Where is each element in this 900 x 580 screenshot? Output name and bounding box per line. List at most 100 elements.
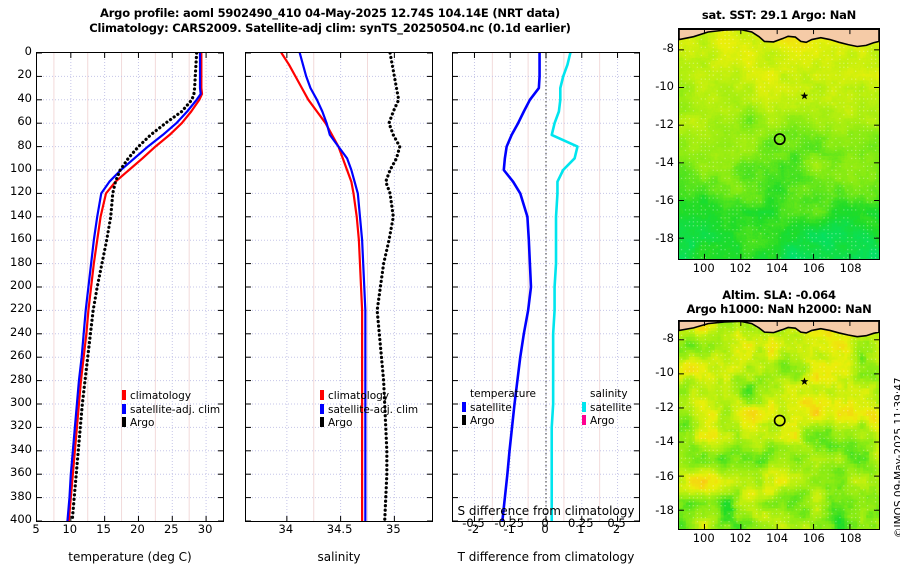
salinity-tick-label: 34 [278, 522, 294, 536]
latitude-tick-label: -10 [655, 78, 674, 93]
sla-map-title: Altim. SLA: -0.064 Argo h1000: NaN h2000… [663, 288, 895, 316]
legend-item: Argo [462, 415, 536, 429]
longitude-tick-label: 106 [802, 261, 825, 275]
difference-legend-temperature-column: temperature satellite Argo [462, 388, 536, 429]
legend-swatch-satellite-adj [122, 403, 126, 414]
argo-position-circle-icon [773, 414, 786, 427]
latitude-tick-label: -12 [655, 399, 674, 414]
legend-swatch-salinity-satellite [582, 401, 586, 412]
latitude-tick-label: -16 [655, 193, 674, 208]
depth-tick-label: 80 [17, 137, 32, 152]
legend-swatch-climatology [320, 390, 324, 400]
imos-credit: ©IMOS 09-May-2025 11:39:47 [893, 377, 900, 538]
longitude-tick-label: 100 [692, 531, 715, 545]
latitude-tick-label: -18 [655, 503, 674, 518]
depth-tick-label: 280 [10, 371, 32, 386]
depth-tick-label: 220 [10, 301, 32, 316]
legend-label: satellite [470, 401, 512, 414]
legend-item: Argo [320, 417, 418, 431]
longitude-tick-label: 104 [766, 531, 789, 545]
longitude-tick-label: 106 [802, 531, 825, 545]
longitude-tick-label: 100 [692, 261, 715, 275]
depth-tick-label: 180 [10, 254, 32, 269]
legend-label: Argo [470, 415, 495, 427]
depth-tick-label: 320 [10, 418, 32, 433]
s-diff-tick-label: 0 [541, 516, 549, 530]
satellite-location-star-icon [800, 91, 809, 100]
depth-tick-label: 20 [17, 67, 32, 82]
longitude-tick-label: 108 [839, 261, 862, 275]
legend-swatch-temperature-argo [462, 415, 466, 425]
latitude-tick-label: -10 [655, 365, 674, 380]
difference-profile-axes [452, 52, 640, 522]
legend-label: Argo [328, 417, 353, 429]
coastline-land [679, 321, 879, 338]
legend-label: satellite-adj. clim [328, 403, 419, 416]
t-diff-tick-label: 2 [612, 522, 621, 536]
s-diff-tick-label: 0.25 [567, 516, 594, 530]
temperature-tick-label: 5 [32, 522, 40, 536]
temperature-tick-label: 15 [96, 522, 111, 536]
temperature-legend: climatology satellite-adj. clim Argo [122, 390, 220, 431]
latitude-tick-label: -14 [655, 434, 674, 449]
temperature-tick-label: 10 [62, 522, 78, 536]
legend-label: Argo [130, 417, 155, 429]
title-line-1: Argo profile: aoml 5902490_410 04-May-20… [100, 6, 560, 20]
salinity-tick-label: 35 [386, 522, 401, 536]
legend-swatch-salinity-argo [582, 415, 586, 425]
argo-position-circle-icon [773, 133, 786, 146]
legend-item: climatology [320, 390, 418, 404]
legend-label: satellite-adj. clim [130, 403, 221, 416]
t-diff-tick-label: 1 [577, 522, 585, 536]
legend-label: Argo [590, 415, 615, 427]
sla-map-overlay [679, 321, 879, 529]
temperature-profile-axes [36, 52, 224, 522]
depth-tick-label: 300 [10, 395, 32, 409]
legend-item: Argo [122, 417, 220, 431]
depth-tick-label: 260 [10, 348, 32, 363]
difference-profile-plot [453, 53, 639, 521]
depth-tick-label: 340 [10, 441, 32, 456]
s-diff-tick-label: 0.5 [607, 516, 626, 530]
legend-swatch-climatology [122, 390, 126, 400]
depth-tick-label: 40 [17, 90, 32, 105]
sla-map-title-line-2: Argo h1000: NaN h2000: NaN [686, 302, 872, 316]
longitude-tick-label: 108 [839, 531, 862, 545]
t-diff-tick-label: 0 [541, 522, 549, 536]
latitude-tick-label: -8 [662, 330, 674, 345]
temperature-tick-label: 30 [197, 522, 213, 536]
sst-map [678, 28, 880, 260]
difference-legend: temperature satellite Argo salinity sate… [462, 388, 632, 429]
legend-item: satellite [582, 401, 632, 416]
t-diff-tick-label: -2 [467, 522, 480, 536]
title-line-2: Climatology: CARS2009. Satellite-adj cli… [89, 21, 571, 35]
latitude-tick-label: -18 [655, 231, 674, 246]
longitude-tick-label: 104 [766, 261, 789, 275]
sst-map-overlay [679, 29, 879, 259]
depth-tick-label: 0 [24, 44, 32, 58]
temperature-tick-label: 20 [130, 522, 145, 536]
legend-swatch-argo [320, 417, 324, 427]
sla-map [678, 320, 880, 530]
salinity-profile-axes [245, 52, 433, 522]
latitude-tick-label: -16 [655, 468, 674, 483]
depth-tick-label: 60 [17, 114, 32, 129]
legend-item: satellite-adj. clim [320, 403, 419, 418]
latitude-tick-label: -12 [655, 116, 674, 131]
legend-label: climatology [130, 390, 192, 402]
s-diff-tick-label: -0.25 [494, 516, 525, 530]
legend-item: climatology [122, 390, 220, 404]
s-difference-axis-title: S difference from climatology [457, 504, 635, 518]
legend-label: climatology [328, 390, 390, 402]
depth-tick-label: 380 [10, 488, 32, 503]
sst-map-title: sat. SST: 29.1 Argo: NaN [663, 8, 895, 22]
salinity-legend: climatology satellite-adj. clim Argo [320, 390, 418, 431]
temperature-profile-plot [37, 53, 223, 521]
satellite-location-star-icon [800, 377, 809, 385]
depth-tick-label: 100 [10, 161, 32, 175]
legend-column-header: salinity [590, 388, 628, 400]
sst-map-title-line: sat. SST: 29.1 Argo: NaN [701, 8, 857, 22]
coastline-land [679, 29, 879, 48]
depth-tick-label: 400 [10, 512, 32, 526]
